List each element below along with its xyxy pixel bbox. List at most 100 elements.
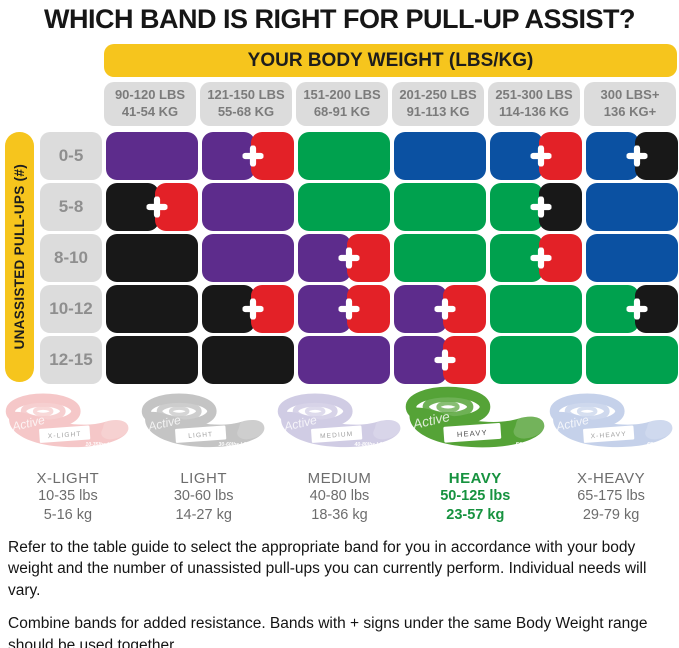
band-black xyxy=(106,336,198,384)
cell-8-10-col3 xyxy=(298,234,390,282)
band-name: X-LIGHT xyxy=(36,470,100,487)
band-figure-light: Active LIGHT 30-60lbs | 14-27kg LIGHT 30… xyxy=(136,392,272,524)
cell-12-15-col1 xyxy=(106,336,198,384)
cell-8-10-col6 xyxy=(586,234,678,282)
plus-icon xyxy=(146,196,168,218)
cell-0-5-col1 xyxy=(106,132,198,180)
band-small-print: 10-35lbs | 5-16kg xyxy=(86,442,128,448)
band-small-print: 50-125lbs xyxy=(515,442,542,448)
row-label-10-12: 10-12 xyxy=(40,285,102,333)
matrix-area: UNASSISTED PULL-UPS (#) 0-5 5-8 8-10 10-12 1… xyxy=(0,132,679,384)
band-lbs: 65-175 lbs xyxy=(577,488,645,504)
col-header-lbs: 251-300 LBS xyxy=(495,87,573,103)
plus-icon xyxy=(338,298,360,320)
cell-12-15-col2 xyxy=(202,336,294,384)
band-small-print: 30-60lbs | 14-27kg xyxy=(219,442,264,448)
band-label-text: HEAVY xyxy=(456,428,487,439)
cell-10-12-col5 xyxy=(490,285,582,333)
cell-0-5-col4 xyxy=(394,132,486,180)
col-header-2: 121-150 LBS 55-68 KG xyxy=(200,82,292,126)
plus-icon xyxy=(626,145,648,167)
plus-icon xyxy=(530,145,552,167)
col-header-4: 201-250 LBS 91-113 KG xyxy=(392,82,484,126)
table-row-12-15: 12-15 xyxy=(40,336,679,384)
table-row-8-10: 8-10 xyxy=(40,234,679,282)
band-figure-medium: Active MEDIUM 40-80lbs | 18-36kg MEDIUM … xyxy=(272,392,408,524)
band-label-text: X-HEAVY xyxy=(590,431,627,441)
plus-icon xyxy=(434,298,456,320)
band-loop-highlight xyxy=(513,416,545,439)
band-photo-heavy: Active HEAVY 50-125lbs xyxy=(405,386,545,448)
col-header-3: 151-200 LBS 68-91 KG xyxy=(296,82,388,126)
note-combine-text: Combine bands for added resistance. Band… xyxy=(8,615,648,648)
band-label-chip: X-LIGHT xyxy=(39,425,91,443)
band-label-text: MEDIUM xyxy=(320,431,354,440)
row-label-5-8: 5-8 xyxy=(40,183,102,231)
cell-12-15-col5 xyxy=(490,336,582,384)
cell-5-8-col1 xyxy=(106,183,198,231)
band-lbs: 50-125 lbs xyxy=(440,488,511,504)
band-green xyxy=(394,183,486,231)
band-lbs: 30-60 lbs xyxy=(173,488,234,504)
band-purple xyxy=(202,234,294,282)
col-header-lbs: 201-250 LBS xyxy=(399,87,477,103)
band-green xyxy=(394,234,486,282)
band-kg: 18-36 kg xyxy=(311,506,368,523)
band-loop-highlight xyxy=(237,419,265,440)
band-label-text: LIGHT xyxy=(188,431,213,440)
cell-5-8-col3 xyxy=(298,183,390,231)
col-header-lbs: 300 LBS+ xyxy=(600,87,660,103)
col-header-kg: 91-113 KG xyxy=(406,104,470,119)
band-black xyxy=(106,234,198,282)
cell-10-12-col3 xyxy=(298,285,390,333)
band-purple xyxy=(298,336,390,384)
cell-5-8-col2 xyxy=(202,183,294,231)
plus-icon xyxy=(338,247,360,269)
band-figure-heavy: Active HEAVY 50-125lbs HEAVY 50-125 lbs … xyxy=(405,386,545,524)
band-green xyxy=(490,285,582,333)
col-header-kg: 136 KG+ xyxy=(603,104,657,119)
body-weight-banner: YOUR BODY WEIGHT (LBS/KG) xyxy=(104,44,677,77)
band-figure-x-heavy: Active X-HEAVY 65-175lbs X-HEAVY 65-175 … xyxy=(543,392,679,524)
plus-icon xyxy=(434,349,456,371)
table-row-5-8: 5-8 xyxy=(40,183,679,231)
band-label-chip: X-HEAVY xyxy=(582,425,634,443)
cell-12-15-col3 xyxy=(298,336,390,384)
band-label-chip: LIGHT xyxy=(175,425,227,443)
cell-5-8-col5 xyxy=(490,183,582,231)
band-name: MEDIUM xyxy=(307,470,372,487)
band-blue xyxy=(586,183,678,231)
band-lbs: 10-35 lbs xyxy=(38,488,98,504)
col-header-6: 300 LBS+ 136 KG+ xyxy=(584,82,676,126)
band-photo-x-heavy: Active X-HEAVY 65-175lbs xyxy=(549,393,672,448)
row-label-8-10: 8-10 xyxy=(40,234,102,282)
band-green xyxy=(586,336,678,384)
band-label-chip: HEAVY xyxy=(443,422,501,443)
band-loop-highlight xyxy=(644,419,672,440)
cell-0-5-col6 xyxy=(586,132,678,180)
band-black xyxy=(106,285,198,333)
col-header-lbs: 151-200 LBS xyxy=(303,87,381,103)
cell-10-12-col6 xyxy=(586,285,678,333)
band-blue xyxy=(586,234,678,282)
band-kg: 23-57 kg xyxy=(446,506,505,523)
col-header-1: 90-120 LBS 41-54 KG xyxy=(104,82,196,126)
band-kg: 5-16 kg xyxy=(43,506,93,523)
band-blue xyxy=(394,132,486,180)
band-label-text: X-LIGHT xyxy=(48,431,82,440)
band-label-chip: MEDIUM xyxy=(311,425,363,443)
matrix-rows: 0-5 5-8 8-10 10-12 12-15 xyxy=(40,132,679,384)
band-purple xyxy=(106,132,198,180)
band-lbs: 40-80 lbs xyxy=(309,488,370,504)
cell-8-10-col4 xyxy=(394,234,486,282)
col-header-lbs: 90-120 LBS xyxy=(114,87,186,103)
cell-0-5-col3 xyxy=(298,132,390,180)
band-photo-x-light: Active X-LIGHT 10-35lbs | 5-16kg xyxy=(6,393,129,448)
cell-10-12-col4 xyxy=(394,285,486,333)
plus-icon xyxy=(242,298,264,320)
band-name: HEAVY xyxy=(448,470,502,487)
band-kg: 29-79 kg xyxy=(582,506,640,523)
cell-10-12-col2 xyxy=(202,285,294,333)
band-photo-light: Active LIGHT 30-60lbs | 14-27kg xyxy=(141,393,265,448)
plus-icon xyxy=(530,247,552,269)
